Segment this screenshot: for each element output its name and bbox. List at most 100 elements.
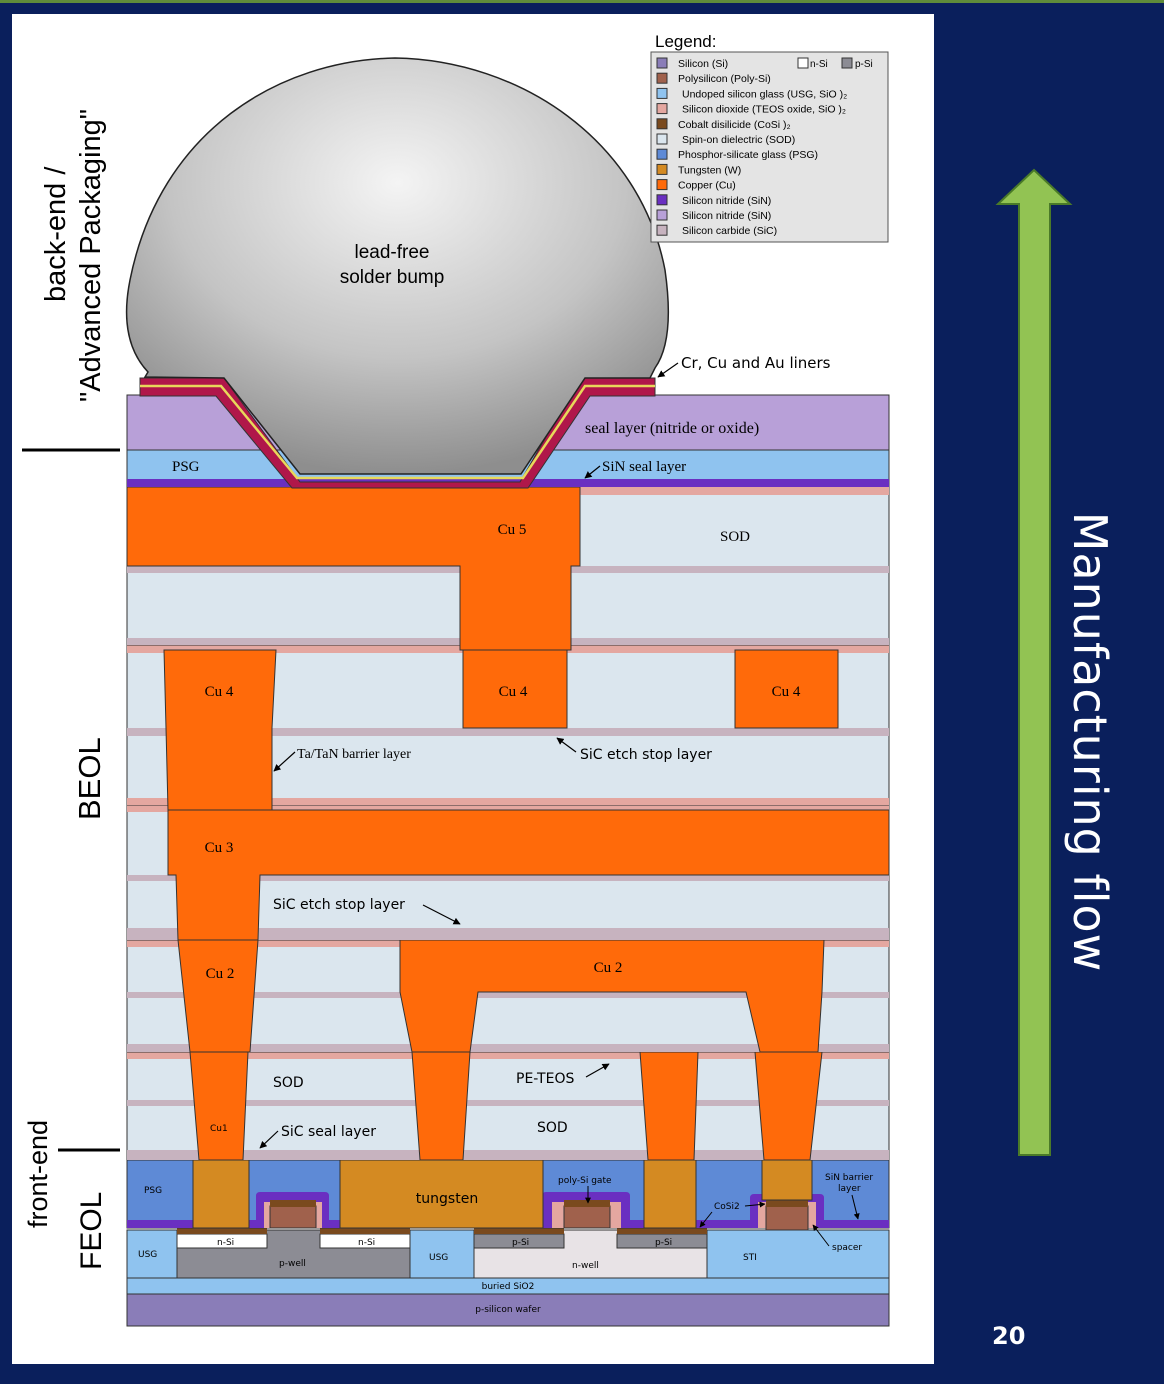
tungsten-plate xyxy=(339,1159,544,1229)
p-si-label-1: p-Si xyxy=(512,1238,529,1248)
sin-seal-label: SiN seal layer xyxy=(602,459,686,475)
sin-seal-arrow xyxy=(584,465,601,479)
cu2-wide-line xyxy=(399,939,825,1053)
pe-teos-label: PE-TEOS xyxy=(516,1071,574,1087)
cu-via xyxy=(411,1051,471,1161)
backend-label-2: "Advanced Packaging" xyxy=(75,109,107,402)
cu2-line xyxy=(177,939,259,1053)
cu4-line-center xyxy=(462,649,568,729)
legend-swatch xyxy=(656,72,668,84)
pe-teos-arrow xyxy=(585,1063,610,1078)
teos-layer xyxy=(127,798,889,805)
cu4-line-left xyxy=(163,649,277,811)
legend-swatch xyxy=(656,118,668,130)
tungsten-contact xyxy=(643,1159,697,1229)
manufacturing-flow-label: Manufacturing flow xyxy=(1063,511,1117,973)
legend-item-label: Silicon nitride (SiN) xyxy=(682,210,771,222)
cu5-label: Cu 5 xyxy=(498,522,527,538)
legend-item-label: Copper (Cu) xyxy=(678,180,736,192)
seal-label: seal layer (nitride or oxide) xyxy=(585,420,759,437)
sic-layer xyxy=(127,1044,889,1052)
page-number: 20 xyxy=(992,1322,1026,1350)
legend-swatch xyxy=(656,194,668,206)
n-well-label: n-well xyxy=(572,1261,599,1271)
psg-top-label: PSG xyxy=(172,459,200,475)
legend-p-si: p-Si xyxy=(855,59,873,70)
poly-gate-label: poly-Si gate xyxy=(558,1176,612,1186)
p-well-label: p-well xyxy=(279,1259,306,1269)
usg-label-2: USG xyxy=(429,1253,448,1263)
legend-item-label: Undoped silicon glass (USG, SiO )₂ xyxy=(682,88,847,100)
sod-top-label: SOD xyxy=(720,529,750,545)
legend-item-label: Silicon carbide (SiC) xyxy=(682,225,777,237)
sti-label: STI xyxy=(743,1253,757,1263)
cosi2-label: CoSi2 xyxy=(714,1202,740,1212)
cu4-line-right xyxy=(734,649,839,729)
cu1-label: Cu1 xyxy=(210,1124,228,1134)
sic-seal-label: SiC seal layer xyxy=(281,1124,376,1140)
cu4-center-label: Cu 4 xyxy=(499,684,528,700)
cosi2-arrow-2 xyxy=(699,1211,713,1228)
legend-swatch xyxy=(656,148,668,160)
au-liner xyxy=(140,384,655,480)
sod-label-1: SOD xyxy=(273,1075,304,1091)
up-arrow-icon xyxy=(995,168,1073,1156)
solder-label-1: lead-free xyxy=(355,242,430,263)
legend-title: Legend: xyxy=(655,32,716,51)
sic-etch-arrow-2 xyxy=(422,904,461,925)
sic-layer xyxy=(127,875,889,881)
legend-item-label: Silicon (Si) xyxy=(678,58,728,70)
legend-swatch xyxy=(656,87,668,99)
teos-layer xyxy=(127,805,889,812)
sic-etch-label-1: SiC etch stop layer xyxy=(580,747,712,763)
legend-item-label: Silicon nitride (SiN) xyxy=(682,195,771,207)
legend-swatch xyxy=(656,133,668,145)
n-si-label-2: n-Si xyxy=(358,1238,375,1248)
p-si-label-2: p-Si xyxy=(655,1238,672,1248)
gate-silicide xyxy=(270,1200,316,1207)
legend-swatch xyxy=(656,57,668,69)
poly-si-gate xyxy=(269,1205,317,1229)
usg-center xyxy=(409,1229,475,1279)
sic-etch-arrow-1 xyxy=(556,737,577,753)
sin-barrier-label-2: layer xyxy=(838,1184,861,1194)
sic-layer xyxy=(127,728,889,736)
tungsten-contact xyxy=(761,1159,813,1201)
legend-swatch xyxy=(656,103,668,115)
front-end-label: front-end xyxy=(23,1120,53,1228)
legend-item-label: Cobalt disilicide (CoSi )₂ xyxy=(678,119,791,131)
p-silicon-wafer-layer xyxy=(126,1293,890,1327)
pe-teos-layer xyxy=(127,1052,889,1059)
sti-region xyxy=(706,1229,890,1279)
cu5-line xyxy=(126,486,581,651)
feol-label: FEOL xyxy=(75,1192,108,1270)
n-si-label-1: n-Si xyxy=(217,1238,234,1248)
cu2-wide-label: Cu 2 xyxy=(594,960,623,976)
solder-label-2: solder bump xyxy=(340,267,445,288)
cosi2-contact xyxy=(474,1228,564,1234)
sic-layer xyxy=(127,1100,889,1106)
tungsten-label: tungsten xyxy=(416,1191,478,1207)
top-accent-bar xyxy=(0,0,1164,3)
solder-bump xyxy=(125,57,670,475)
cu4-left-label: Cu 4 xyxy=(205,684,234,700)
cu4-right-label: Cu 4 xyxy=(772,684,801,700)
legend-swatch xyxy=(656,163,668,175)
sin-barrier-label-1: SiN barrier xyxy=(825,1173,873,1183)
cu2-left-label: Cu 2 xyxy=(206,966,235,982)
poly-si-gate xyxy=(765,1205,809,1231)
sic-layer xyxy=(127,992,889,998)
legend-swatch xyxy=(656,179,668,191)
liners-label: Cr, Cu and Au liners xyxy=(681,354,831,372)
legend: Legend: Silicon (Si) Polysilicon (Poly-Si… xyxy=(650,32,889,243)
usg-left xyxy=(126,1229,178,1279)
sic-layer xyxy=(127,928,889,940)
spacer-label: spacer xyxy=(832,1243,862,1253)
cu1-via xyxy=(189,1051,249,1161)
cosi2-contact xyxy=(177,1228,267,1234)
spacer-arrow xyxy=(812,1224,830,1247)
tungsten-contact xyxy=(192,1159,250,1229)
sic-seal-arrow xyxy=(259,1130,279,1149)
wafer-label: p-silicon wafer xyxy=(475,1305,541,1315)
p-si-swatch xyxy=(841,57,853,69)
